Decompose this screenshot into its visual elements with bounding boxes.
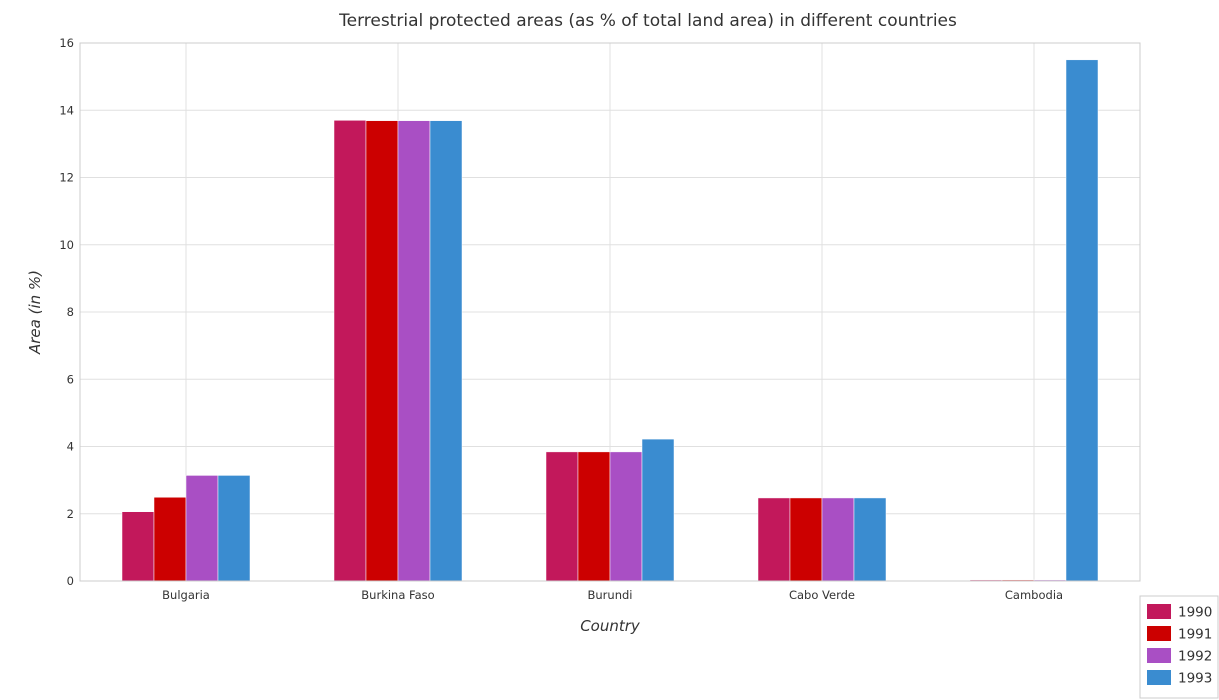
bar-1993-burkina-faso xyxy=(429,120,463,582)
y-tick-label: 14 xyxy=(59,103,74,117)
bar-1991-burundi xyxy=(577,451,611,582)
legend-swatch-1992 xyxy=(1147,648,1171,663)
bar-1993-bulgaria xyxy=(217,475,251,582)
x-axis-label: Country xyxy=(580,617,641,635)
legend-label-1992: 1992 xyxy=(1178,649,1212,665)
y-tick-label: 10 xyxy=(59,238,74,252)
y-tick-label: 6 xyxy=(67,372,74,386)
y-tick-label: 16 xyxy=(59,36,74,50)
bar-1993-cabo-verde xyxy=(853,497,887,582)
y-tick-label: 8 xyxy=(67,305,74,319)
legend-label-1991: 1991 xyxy=(1178,627,1212,643)
legend-swatch-1993 xyxy=(1147,670,1171,685)
x-tick-label: Burundi xyxy=(588,588,633,602)
bar-1993-burundi xyxy=(641,438,675,582)
bar-1990-cabo-verde xyxy=(757,497,791,582)
y-axis-label: Area (in %) xyxy=(26,270,44,355)
x-tick-label: Cambodia xyxy=(1005,588,1063,602)
y-tick-label: 4 xyxy=(67,440,74,454)
bar-1991-bulgaria xyxy=(153,497,187,582)
bar-1992-bulgaria xyxy=(185,475,219,582)
x-tick-label: Bulgaria xyxy=(162,588,210,602)
legend-swatch-1991 xyxy=(1147,626,1171,641)
bars xyxy=(121,59,1099,582)
bar-1990-bulgaria xyxy=(121,511,155,582)
x-tick-label: Cabo Verde xyxy=(789,588,855,602)
bar-1990-burundi xyxy=(545,451,579,582)
legend-label-1993: 1993 xyxy=(1178,671,1212,687)
y-tick-label: 2 xyxy=(67,507,74,521)
x-tick-label: Burkina Faso xyxy=(361,588,434,602)
plot-frame xyxy=(79,42,1141,582)
legend: 1990 1991 1992 1993 xyxy=(1139,595,1219,699)
bar-1992-burkina-faso xyxy=(397,120,431,582)
ticks: 0 2 4 6 8 10 12 14 16 Bulgaria Burkina Faso Burundi… xyxy=(59,36,1063,602)
bar-1992-cabo-verde xyxy=(821,497,855,582)
legend-label-1990: 1990 xyxy=(1178,605,1212,621)
bar-1992-burundi xyxy=(609,451,643,582)
bar-1991-burkina-faso xyxy=(365,120,399,582)
bar-1991-cabo-verde xyxy=(789,497,823,582)
legend-swatch-1990 xyxy=(1147,604,1171,619)
bar-1990-burkina-faso xyxy=(333,120,367,582)
y-tick-label: 12 xyxy=(59,171,74,185)
chart-title: Terrestrial protected areas (as % of tot… xyxy=(338,11,957,31)
bar-1993-cambodia xyxy=(1065,59,1099,582)
y-tick-label: 0 xyxy=(67,574,74,588)
